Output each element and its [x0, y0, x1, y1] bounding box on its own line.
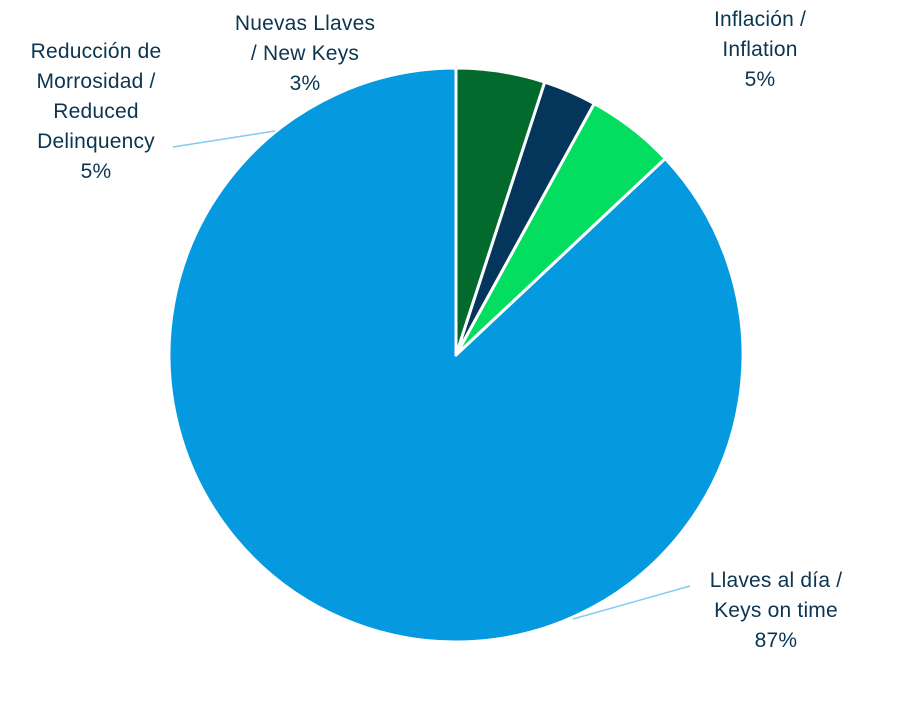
slice-name-line: Nuevas Llaves [235, 12, 375, 35]
slice-name-line: Keys on time [714, 599, 838, 622]
slice-value-label: 5% [81, 160, 112, 183]
leader-lines [172, 130, 691, 620]
slice-value-label: 3% [290, 72, 321, 95]
slice-label-inflacion-inflation: Inflación / Inflation 5% [714, 8, 806, 91]
slice-name-line: Reducción de [31, 40, 162, 63]
leader-line-llaves-al-dia-keys-on-time [572, 585, 691, 620]
slice-name-line: / New Keys [251, 42, 359, 65]
slice-name-line: Delinquency [37, 130, 155, 153]
slice-name-line: Morrosidad / [36, 70, 155, 93]
pie-slices [167, 66, 745, 644]
slice-name-line: Inflation [722, 38, 797, 61]
slice-value-label: 5% [745, 68, 776, 91]
slice-name-line: Llaves al día / [710, 569, 843, 592]
slice-label-nuevas-llaves-new-keys: Nuevas Llaves / New Keys 3% [235, 12, 375, 95]
slice-name-line: Inflación / [714, 8, 806, 31]
slice-label-reduccion-de-morrosidad-reduced-delinquency: Reducción de Morrosidad / Reduced Delinquen… [31, 40, 162, 183]
slice-value-label: 87% [755, 629, 798, 652]
pie-slice-inflacion-inflation [454, 66, 547, 357]
slice-label-llaves-al-dia-keys-on-time: Llaves al día / Keys on time 87% [710, 569, 843, 652]
slice-name-line: Reduced [53, 100, 138, 123]
leader-line-reduccion-de-morrosidad-reduced-delinquency [172, 130, 276, 148]
slice-labels: Llaves al día / Keys on time 87% Reducción … [31, 8, 843, 652]
